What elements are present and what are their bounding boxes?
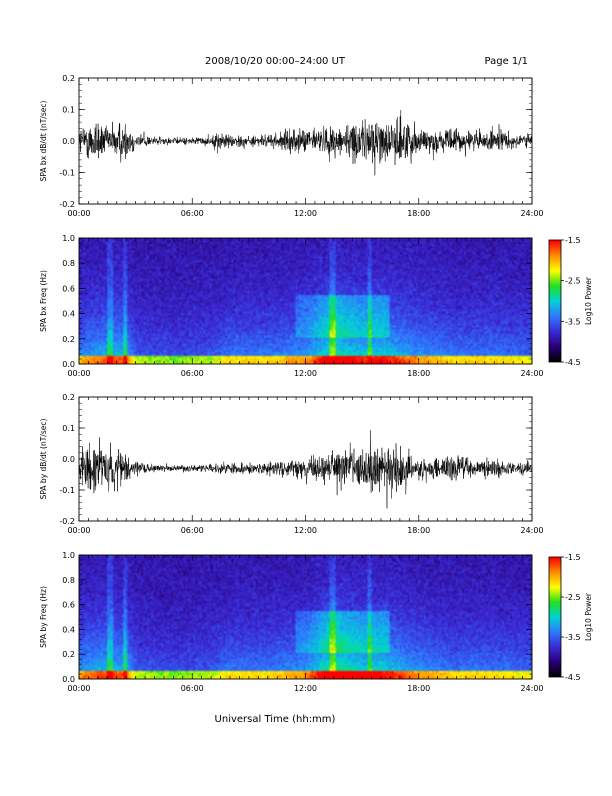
bx-spectrogram-x-tick-label: 12:00 <box>294 369 317 378</box>
by-waveform-y-tick-label: 0.2 <box>62 393 75 402</box>
by-spectrogram-y-axis-title: SPA by Freq (Hz) <box>39 586 48 648</box>
panels-group: 00:00 06:00 12:00 18:00 24:00 0.2 0.1 0.0 -0.1 -0… <box>39 74 593 693</box>
bx-spectrogram-x-tick-label: 00:00 <box>67 369 90 378</box>
by-waveform-panel: 00:00 06:00 12:00 18:00 24:00 0.2 0.1 0.0 -0.1 -0… <box>39 393 544 535</box>
bx-spectrogram-colorbar-tick-label: -3.5 <box>565 317 581 326</box>
by-waveform-trace <box>79 430 532 509</box>
by-spectrogram-y-tick-label: 0.0 <box>62 675 75 684</box>
by-spectrogram-y-tick-label: 1.0 <box>62 551 75 560</box>
by-spectrogram-y-tick-label: 0.4 <box>62 625 75 634</box>
bx-spectrogram-y-tick-label: 1.0 <box>62 234 75 243</box>
by-spectrogram-colorbar-label: Log10 Power <box>584 592 593 641</box>
by-waveform-y-tick-label: 0.0 <box>62 455 75 464</box>
by-waveform-x-tick-label: 06:00 <box>181 526 204 535</box>
by-spectrogram-y-tick-label: 0.8 <box>62 576 75 585</box>
bx-spectrogram-x-tick-label: 06:00 <box>181 369 204 378</box>
by-spectrogram-colorbar-tick-label: -1.5 <box>565 553 581 562</box>
by-spectrogram-colorbar-frame <box>548 556 562 678</box>
bx-spectrogram-colorbar-label: Log10 Power <box>584 276 593 325</box>
bx-waveform-x-tick-label: 18:00 <box>407 209 430 218</box>
by-spectrogram-x-tick-label: 06:00 <box>181 684 204 693</box>
bx-spectrogram-panel: -1.5 -2.5 -3.5 -4.5 Log10 Power 00:00 06:00 12:… <box>39 234 593 378</box>
x-axis-title: Universal Time (hh:mm) <box>215 714 336 725</box>
by-spectrogram-x-tick-label: 24:00 <box>520 684 543 693</box>
by-waveform-x-tick-label: 12:00 <box>294 526 317 535</box>
bx-spectrogram-y-tick-label: 0.0 <box>62 360 75 369</box>
by-spectrogram-colorbar-tick-label: -2.5 <box>565 593 581 602</box>
by-spectrogram-panel: -1.5 -2.5 -3.5 -4.5 Log10 Power 00:00 06:00 12:… <box>39 551 593 693</box>
by-spectrogram-y-tick-label: 0.6 <box>62 601 75 610</box>
bx-spectrogram-y-axis-title: SPA bx Freq (Hz) <box>39 270 48 332</box>
bx-spectrogram-y-tick-label: 0.2 <box>62 335 75 344</box>
by-waveform-x-tick-label: 18:00 <box>407 526 430 535</box>
bx-waveform-y-tick-label: -0.1 <box>59 169 75 178</box>
by-spectrogram-heatmap-image <box>79 555 532 679</box>
bx-waveform-y-tick-label: 0.1 <box>62 106 75 115</box>
bx-waveform-y-tick-label: 0.2 <box>62 74 75 83</box>
bx-spectrogram-y-tick-label: 0.6 <box>62 284 75 293</box>
by-spectrogram-x-tick-label: 12:00 <box>294 684 317 693</box>
by-spectrogram-x-tick-label: 18:00 <box>407 684 430 693</box>
figure-title: 2008/10/20 00:00–24:00 UT <box>205 56 346 67</box>
bx-spectrogram-colorbar <box>549 240 561 362</box>
bx-waveform-y-axis-title: SPA bx dB/dt (nT/sec) <box>39 101 48 182</box>
by-spectrogram-colorbar-tick-label: -3.5 <box>565 633 581 642</box>
by-waveform-y-axis-title: SPA by dB/dt (nT/sec) <box>39 419 48 500</box>
bx-waveform-y-tick-label: -0.2 <box>59 200 75 209</box>
page-label: Page 1/1 <box>485 56 528 67</box>
by-waveform-y-tick-label: -0.1 <box>59 486 75 495</box>
bx-spectrogram-colorbar-frame <box>548 239 562 363</box>
bx-waveform-trace <box>79 110 532 176</box>
bx-waveform-x-tick-label: 06:00 <box>181 209 204 218</box>
bx-waveform-panel: 00:00 06:00 12:00 18:00 24:00 0.2 0.1 0.0 -0.1 -0… <box>39 74 544 218</box>
by-spectrogram-y-tick-label: 0.2 <box>62 650 75 659</box>
bx-waveform-x-tick-label: 00:00 <box>67 209 90 218</box>
bx-spectrogram-x-tick-label: 24:00 <box>520 369 543 378</box>
by-spectrogram-x-tick-label: 00:00 <box>67 684 90 693</box>
bx-spectrogram-y-tick-label: 0.8 <box>62 259 75 268</box>
bx-waveform-x-tick-label: 24:00 <box>520 209 543 218</box>
by-waveform-x-tick-label: 00:00 <box>67 526 90 535</box>
bx-spectrogram-heatmap-image <box>79 238 532 364</box>
bx-spectrogram-colorbar-tick-label: -4.5 <box>565 358 581 367</box>
bx-spectrogram-x-tick-label: 18:00 <box>407 369 430 378</box>
bx-spectrogram-y-tick-label: 0.4 <box>62 310 75 319</box>
bx-spectrogram-colorbar-tick-label: -2.5 <box>565 277 581 286</box>
bx-waveform-y-tick-label: 0.0 <box>62 137 75 146</box>
bx-spectrogram-colorbar-tick-label: -1.5 <box>565 236 581 245</box>
bx-waveform-x-tick-label: 12:00 <box>294 209 317 218</box>
by-waveform-frame <box>78 396 533 522</box>
by-spectrogram-colorbar-tick-label: -4.5 <box>565 673 581 682</box>
by-waveform-x-tick-label: 24:00 <box>520 526 543 535</box>
by-spectrogram-colorbar <box>549 557 561 677</box>
by-waveform-y-tick-label: 0.1 <box>62 424 75 433</box>
by-waveform-y-tick-label: -0.2 <box>59 517 75 526</box>
